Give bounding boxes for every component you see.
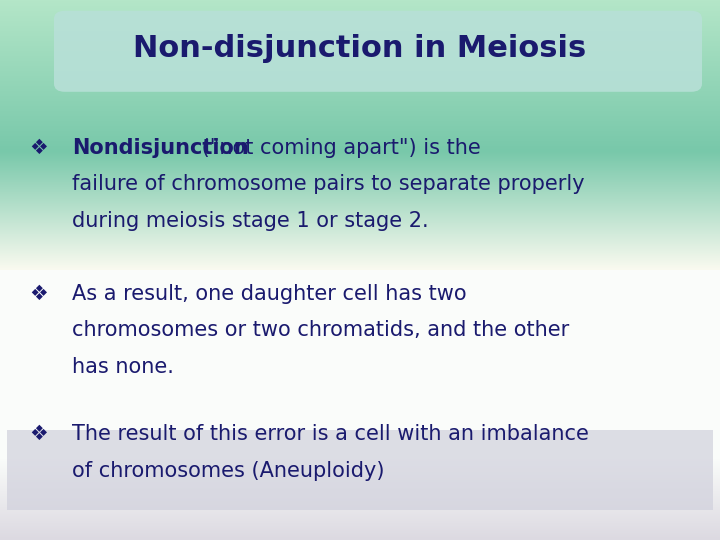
Text: ❖: ❖ (29, 138, 48, 158)
Text: Non-disjunction in Meiosis: Non-disjunction in Meiosis (133, 34, 587, 63)
Text: failure of chromosome pairs to separate properly: failure of chromosome pairs to separate … (72, 174, 585, 194)
Text: chromosomes or two chromatids, and the other: chromosomes or two chromatids, and the o… (72, 320, 570, 340)
Text: Nondisjunction: Nondisjunction (72, 138, 248, 158)
Text: As a result, one daughter cell has two: As a result, one daughter cell has two (72, 284, 467, 303)
Bar (7, 430, 713, 510)
Text: ("not coming apart") is the: ("not coming apart") is the (195, 138, 481, 158)
Text: ❖: ❖ (29, 424, 48, 444)
FancyBboxPatch shape (54, 11, 702, 92)
Text: has none.: has none. (72, 357, 174, 377)
Text: of chromosomes (Aneuploidy): of chromosomes (Aneuploidy) (72, 461, 384, 481)
Text: ❖: ❖ (29, 284, 48, 303)
Text: during meiosis stage 1 or stage 2.: during meiosis stage 1 or stage 2. (72, 211, 428, 231)
Text: The result of this error is a cell with an imbalance: The result of this error is a cell with … (72, 424, 589, 444)
